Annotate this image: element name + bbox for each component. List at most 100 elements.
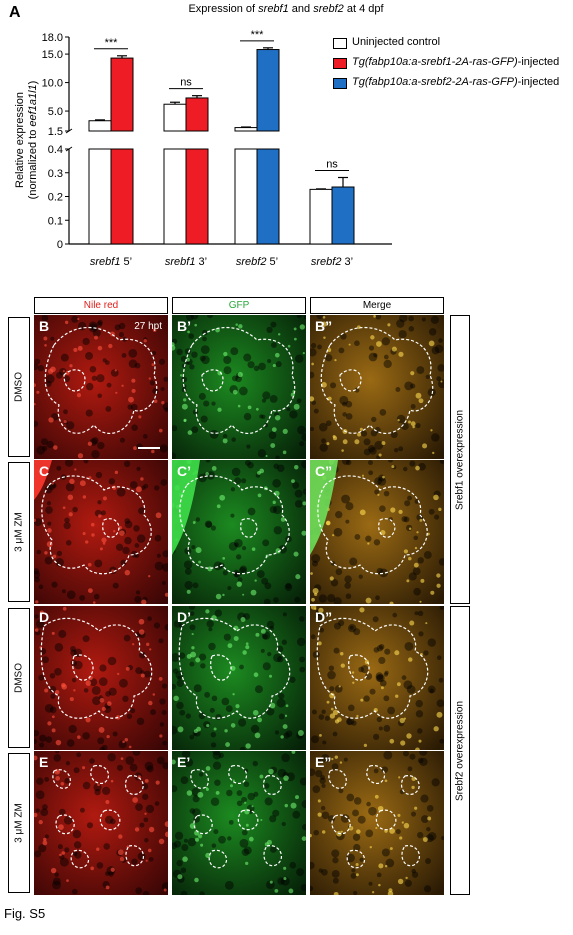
signal-speckle [77, 735, 81, 739]
nucleus-dot [321, 811, 330, 820]
signal-speckle [356, 829, 361, 834]
micrograph-panel: D” [310, 606, 444, 750]
nucleus-dot [142, 890, 150, 895]
nucleus-dot [359, 857, 364, 862]
signal-speckle [440, 380, 443, 383]
signal-speckle [230, 665, 236, 671]
nucleus-dot [89, 758, 95, 764]
nucleus-dot [204, 691, 211, 698]
bar-chart: Expression of srebf1 and srebf2 at 4 dpf… [14, 3, 392, 268]
nucleus-dot [375, 315, 382, 320]
nucleus-dot [172, 785, 178, 793]
nucleus-dot [105, 691, 111, 697]
panel-letter: B” [315, 318, 333, 334]
nucleus-dot [298, 616, 305, 622]
nucleus-dot [263, 423, 269, 428]
signal-speckle [108, 343, 113, 349]
signal-speckle [215, 593, 222, 600]
nucleus-dot [327, 593, 336, 603]
micrograph-texture [34, 751, 168, 895]
signal-speckle [186, 589, 191, 594]
signal-speckle [403, 717, 406, 720]
signal-speckle [213, 727, 217, 731]
nucleus-dot [417, 728, 423, 734]
nucleus-dot [425, 374, 430, 380]
nucleus-dot [192, 808, 201, 817]
nucleus-dot [228, 819, 234, 825]
nucleus-dot [85, 382, 94, 391]
nucleus-dot [52, 880, 62, 890]
nucleus-dot [383, 490, 390, 497]
nucleus-dot [49, 685, 57, 693]
signal-speckle [414, 546, 418, 550]
nucleus-dot [282, 612, 287, 617]
nucleus-dot [417, 831, 424, 839]
nucleus-dot [156, 756, 165, 765]
nucleus-dot [375, 672, 384, 680]
nucleus-dot [269, 815, 277, 823]
signal-speckle [182, 856, 188, 862]
signal-speckle [391, 346, 397, 352]
nucleus-dot [299, 656, 306, 663]
nucleus-dot [373, 768, 379, 774]
nucleus-dot [222, 433, 228, 439]
nucleus-dot [59, 808, 66, 816]
signal-speckle [359, 607, 365, 613]
signal-speckle [59, 853, 62, 857]
signal-speckle [274, 352, 280, 358]
nucleus-dot [198, 392, 206, 400]
signal-speckle [415, 465, 420, 471]
signal-speckle [132, 797, 138, 803]
nucleus-dot [253, 791, 259, 797]
nucleus-dot [231, 467, 241, 477]
nucleus-dot [54, 872, 59, 877]
signal-speckle [56, 770, 59, 773]
panel-letter: E’ [177, 754, 191, 770]
nucleus-dot [172, 725, 178, 735]
column-header: Nile red [34, 297, 168, 314]
signal-speckle [406, 733, 412, 739]
nucleus-dot [199, 355, 206, 362]
nucleus-dot [311, 400, 317, 406]
nucleus-dot [44, 776, 50, 782]
nucleus-dot [95, 471, 103, 479]
nucleus-dot [89, 365, 97, 373]
signal-speckle [332, 709, 339, 716]
signal-speckle [96, 847, 100, 851]
signal-speckle [132, 643, 135, 646]
nucleus-dot [227, 586, 232, 591]
nucleus-dot [339, 395, 349, 405]
signal-speckle [82, 766, 86, 770]
signal-speckle [94, 335, 98, 340]
signal-speckle [48, 417, 54, 423]
nucleus-dot [177, 675, 182, 681]
bar-lower-segment [256, 148, 280, 245]
signal-speckle [73, 689, 76, 692]
nucleus-dot [253, 365, 260, 372]
nucleus-dot [213, 829, 219, 835]
nucleus-dot [260, 648, 265, 653]
nucleus-dot [164, 407, 168, 413]
nucleus-dot [41, 315, 49, 322]
nucleus-dot [268, 431, 277, 440]
nucleus-dot [73, 841, 82, 849]
nucleus-dot [353, 797, 362, 805]
signal-speckle [148, 700, 153, 706]
signal-speckle [34, 812, 38, 818]
nucleus-dot [198, 473, 207, 483]
signal-speckle [397, 813, 401, 817]
nucleus-dot [54, 643, 64, 652]
panel-letter: B’ [177, 318, 191, 334]
signal-speckle [310, 572, 313, 575]
figure-caption: Fig. S5 [4, 906, 46, 921]
nucleus-dot [181, 751, 191, 759]
nucleus-dot [423, 885, 432, 893]
nucleus-dot [74, 851, 82, 859]
signal-speckle [138, 629, 145, 635]
nucleus-dot [159, 444, 168, 453]
signal-speckle [98, 514, 102, 518]
signal-speckle [121, 384, 124, 387]
signal-speckle [76, 392, 82, 398]
signal-speckle [164, 831, 168, 838]
nucleus-dot [332, 731, 338, 737]
